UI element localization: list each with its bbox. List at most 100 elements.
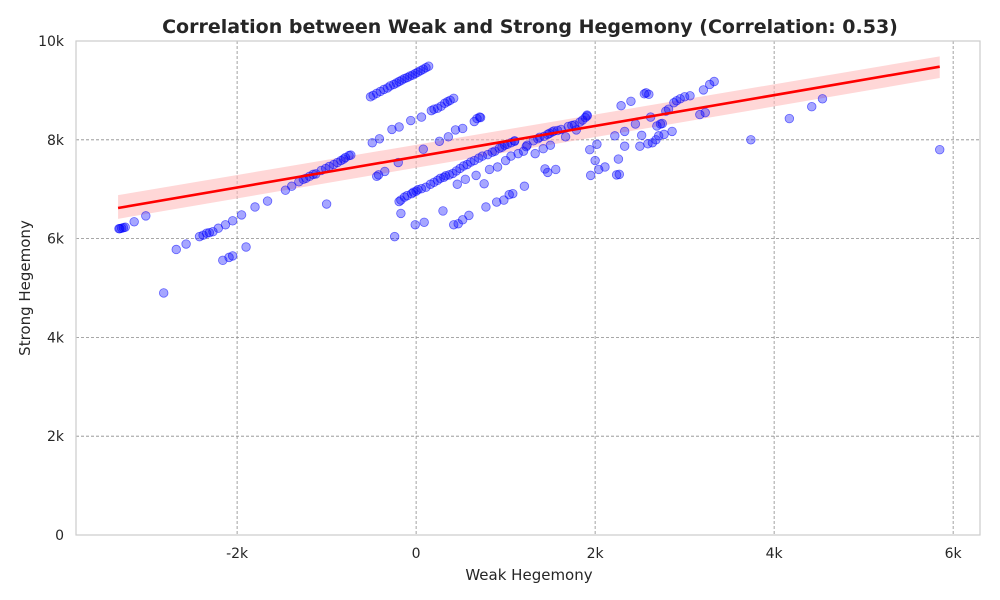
scatter-point xyxy=(614,169,624,180)
scatter-point xyxy=(220,220,231,230)
y-tick-label: 0 xyxy=(55,528,64,544)
scatter-point xyxy=(262,196,273,206)
scatter-point xyxy=(227,251,238,261)
scatter-point xyxy=(464,210,474,221)
scatter-point xyxy=(641,88,651,98)
scatter-point xyxy=(504,189,514,200)
scatter-point xyxy=(440,171,451,181)
scatter-point xyxy=(635,141,645,151)
x-tick-label: 6k xyxy=(945,546,963,562)
scatter-point xyxy=(513,148,523,159)
plot-frame xyxy=(75,40,981,536)
scatter-point xyxy=(616,101,626,111)
scatter-point xyxy=(685,91,695,101)
scatter-point xyxy=(227,216,238,226)
regression-line xyxy=(117,65,940,210)
scatter-point xyxy=(416,112,427,122)
scatter-point xyxy=(236,210,247,220)
scatter-point xyxy=(410,68,420,79)
scatter-point xyxy=(610,131,620,141)
scatter-point xyxy=(560,132,571,142)
scatter-point xyxy=(423,61,434,71)
scatter-point xyxy=(389,79,399,90)
x-tick-label: 0 xyxy=(412,546,421,562)
scatter-point xyxy=(709,76,719,87)
scatter-point xyxy=(159,288,169,298)
y-tick-labels: 0 2k 4k 6k 8k 10k xyxy=(38,34,65,544)
scatter-point xyxy=(415,65,426,76)
scatter-point xyxy=(450,125,461,135)
x-axis-label: Weak Hegemony xyxy=(465,566,592,584)
scatter-point xyxy=(784,113,795,124)
scatter-point xyxy=(457,123,468,134)
scatter-point xyxy=(367,138,377,148)
scatter-point xyxy=(477,151,488,161)
scatter-point xyxy=(434,136,445,146)
scatter-point xyxy=(419,217,429,227)
scatter-point xyxy=(204,227,215,238)
scatter-point xyxy=(389,231,400,242)
scatter-point xyxy=(698,85,709,95)
scatter-point xyxy=(380,166,390,177)
scatter-point xyxy=(481,202,491,212)
x-tick-label: 4k xyxy=(766,546,784,562)
scatter-point xyxy=(644,89,654,100)
scatter-point xyxy=(582,110,592,120)
scatter-point xyxy=(141,211,151,221)
scatter-point xyxy=(542,167,553,178)
scatter-point xyxy=(479,179,489,189)
scatter-point xyxy=(746,135,756,145)
scatter-point xyxy=(530,148,540,159)
scatter-point xyxy=(391,78,402,88)
scatter-points xyxy=(114,61,945,298)
scatter-point xyxy=(630,119,641,129)
scatter-point xyxy=(402,72,412,83)
scatter-point xyxy=(250,202,260,212)
scatter-point xyxy=(469,155,479,166)
scatter-point xyxy=(817,94,828,104)
scatter-point xyxy=(491,197,502,207)
scatter-point xyxy=(171,244,181,255)
scatter-point xyxy=(394,76,404,87)
scatter-point xyxy=(935,144,945,155)
y-tick-label: 10k xyxy=(38,34,65,50)
y-axis-label: Strong Hegemony xyxy=(16,220,34,356)
scatter-point xyxy=(287,181,297,191)
scatter-point xyxy=(657,118,667,129)
scatter-point xyxy=(407,70,418,80)
scatter-point xyxy=(613,154,624,164)
scatter-point xyxy=(592,139,602,149)
y-tick-label: 2k xyxy=(47,429,65,445)
y-tick-label: 8k xyxy=(47,133,65,149)
scatter-point xyxy=(585,170,596,181)
scatter-point xyxy=(438,206,448,216)
scatter-point xyxy=(452,179,462,189)
scatter-point xyxy=(522,140,532,150)
scatter-point xyxy=(636,130,647,141)
scatter-point xyxy=(484,164,495,175)
scatter-point xyxy=(807,102,817,112)
scatter-point xyxy=(695,109,705,120)
scatter-point xyxy=(181,239,191,249)
scatter-point xyxy=(551,164,561,175)
scatter-point xyxy=(394,122,404,132)
y-tick-label: 4k xyxy=(47,330,65,346)
scatter-point xyxy=(545,140,556,150)
scatter-point xyxy=(241,242,251,252)
scatter-point xyxy=(346,150,356,160)
scatter-point xyxy=(626,96,636,106)
scatter-point xyxy=(492,162,503,172)
y-tick-label: 6k xyxy=(47,232,65,248)
scatter-point xyxy=(397,75,407,85)
scatter-point xyxy=(440,98,450,108)
scatter-point xyxy=(590,155,600,166)
scatter-point xyxy=(457,215,468,225)
scatter-point xyxy=(443,132,454,142)
fit-line-layer xyxy=(117,65,940,210)
scatter-point xyxy=(475,112,486,123)
scatter-point xyxy=(435,173,445,184)
scatter-point xyxy=(474,112,485,122)
scatter-point xyxy=(471,170,481,181)
